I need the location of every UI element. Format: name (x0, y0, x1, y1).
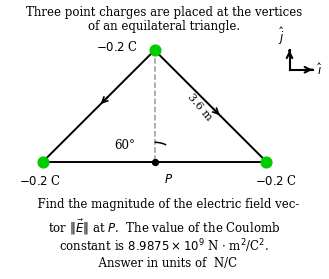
Text: $\hat{j}$: $\hat{j}$ (278, 25, 285, 47)
Text: of an equilateral triangle.: of an equilateral triangle. (89, 20, 240, 33)
Text: Find the magnitude of the electric field vec-: Find the magnitude of the electric field… (30, 198, 299, 211)
Text: $P$: $P$ (164, 173, 174, 186)
Text: 60°: 60° (114, 139, 136, 151)
Text: constant is $8.9875 \times 10^9$ N $\cdot$ m$^2$/C$^2$.: constant is $8.9875 \times 10^9$ N $\cdo… (60, 237, 269, 255)
Text: $-0.2$ C: $-0.2$ C (96, 40, 138, 54)
Point (264, 160, 269, 164)
Text: $-0.2$ C: $-0.2$ C (18, 174, 61, 188)
Point (152, 160, 157, 164)
Point (40, 160, 45, 164)
Text: $-0.2$ C: $-0.2$ C (255, 174, 297, 188)
Point (152, 48, 157, 52)
Text: tor $\|\vec{E}\|$ at $P$.  The value of the Coulomb: tor $\|\vec{E}\|$ at $P$. The value of t… (48, 218, 281, 237)
Text: $\hat{\imath}$: $\hat{\imath}$ (317, 62, 323, 78)
Text: 3.6 m: 3.6 m (186, 92, 214, 123)
Text: Answer in units of  N/C: Answer in units of N/C (91, 257, 238, 270)
Text: Three point charges are placed at the vertices: Three point charges are placed at the ve… (26, 6, 303, 19)
